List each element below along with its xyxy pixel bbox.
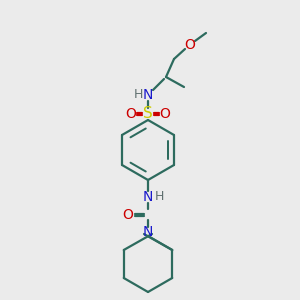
Text: S: S <box>143 106 153 122</box>
Text: O: O <box>126 107 136 121</box>
Text: N: N <box>143 225 153 239</box>
Text: N: N <box>143 190 153 204</box>
Text: H: H <box>133 88 143 101</box>
Text: O: O <box>160 107 170 121</box>
Text: O: O <box>184 38 195 52</box>
Text: O: O <box>123 208 134 222</box>
Text: H: H <box>154 190 164 203</box>
Text: N: N <box>143 88 153 102</box>
